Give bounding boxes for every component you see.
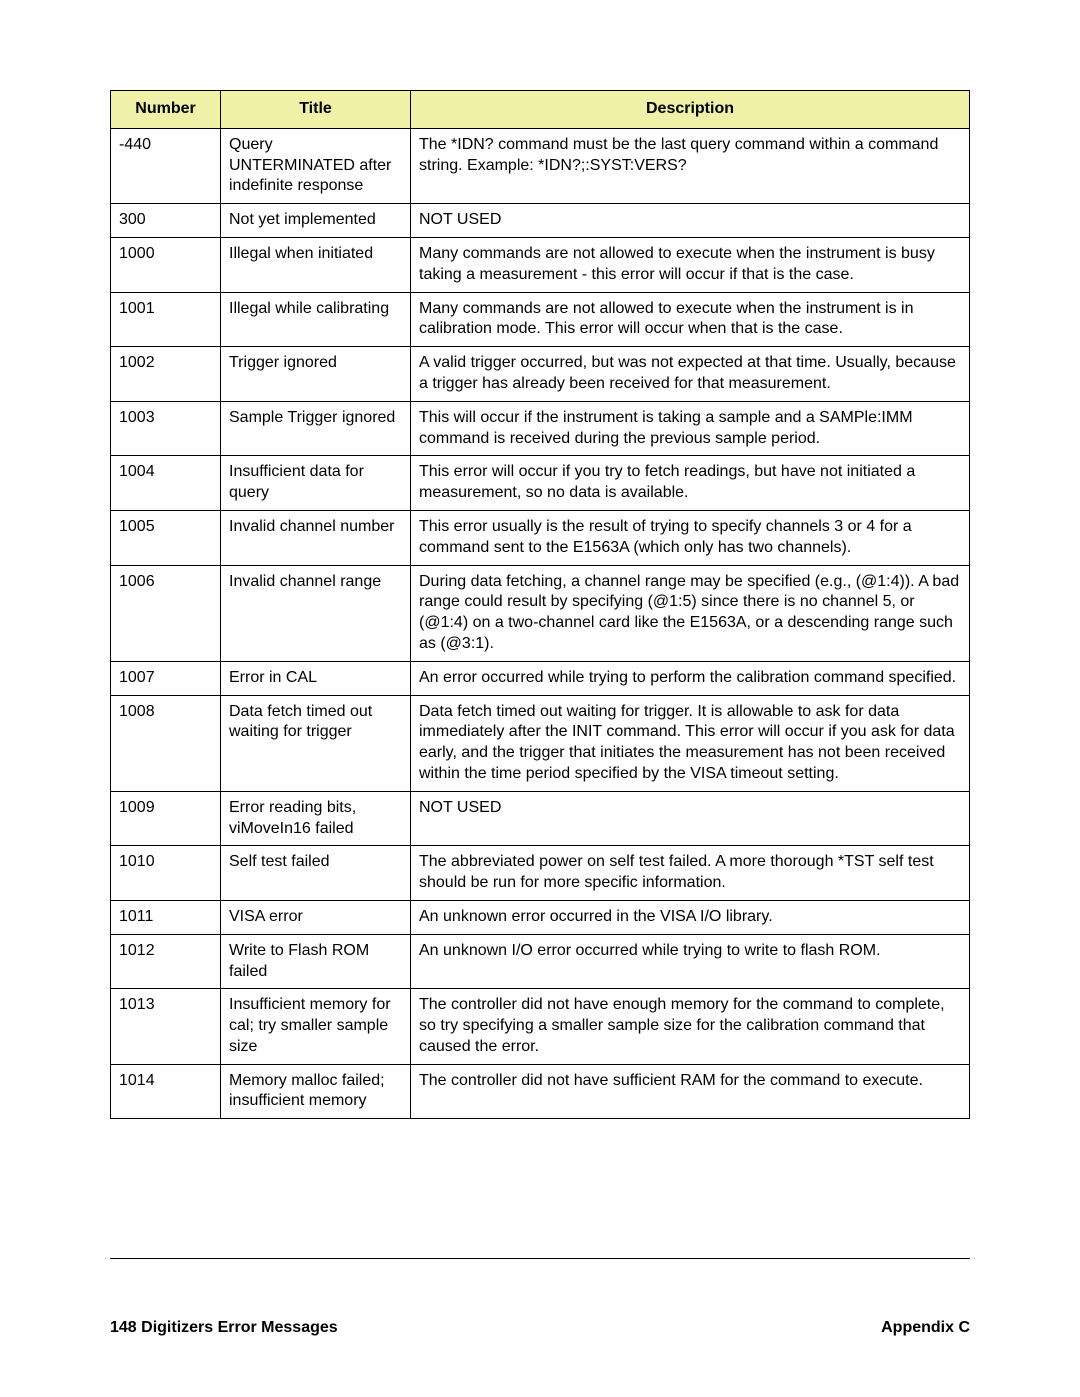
cell-title: Memory malloc failed; insufficient memor… [221,1064,411,1119]
cell-description: The controller did not have sufficient R… [411,1064,970,1119]
cell-description: The *IDN? command must be the last query… [411,128,970,203]
page-footer: 148 Digitizers Error Messages Appendix C [110,1258,970,1337]
table-row: 1000Illegal when initiatedMany commands … [111,237,970,292]
cell-title: Self test failed [221,846,411,901]
cell-number: 1000 [111,237,221,292]
cell-title: Sample Trigger ignored [221,401,411,456]
cell-title: VISA error [221,900,411,934]
cell-description: NOT USED [411,204,970,238]
cell-title: Insufficient data for query [221,456,411,511]
table-row: -440Query UNTERMINATED after indefinite … [111,128,970,203]
cell-description: Many commands are not allowed to execute… [411,292,970,347]
table-row: 1007Error in CALAn error occurred while … [111,661,970,695]
cell-title: Data fetch timed out waiting for trigger [221,695,411,791]
table-row: 1006Invalid channel rangeDuring data fet… [111,565,970,661]
col-header-description: Description [411,91,970,129]
cell-number: 300 [111,204,221,238]
cell-title: Insufficient memory for cal; try smaller… [221,989,411,1064]
col-header-title: Title [221,91,411,129]
cell-number: 1004 [111,456,221,511]
cell-description: An error occurred while trying to perfor… [411,661,970,695]
table-row: 1011VISA errorAn unknown error occurred … [111,900,970,934]
cell-number: 1011 [111,900,221,934]
cell-number: 1006 [111,565,221,661]
cell-number: 1001 [111,292,221,347]
table-row: 1003Sample Trigger ignoredThis will occu… [111,401,970,456]
table-row: 1004Insufficient data for queryThis erro… [111,456,970,511]
cell-title: Trigger ignored [221,347,411,402]
cell-description: An unknown I/O error occurred while tryi… [411,934,970,989]
table-row: 1005Invalid channel numberThis error usu… [111,510,970,565]
cell-number: 1008 [111,695,221,791]
cell-title: Write to Flash ROM failed [221,934,411,989]
cell-title: Not yet implemented [221,204,411,238]
cell-title: Invalid channel number [221,510,411,565]
table-row: 1013Insufficient memory for cal; try sma… [111,989,970,1064]
cell-number: 1005 [111,510,221,565]
cell-description: The abbreviated power on self test faile… [411,846,970,901]
cell-number: 1014 [111,1064,221,1119]
cell-description: NOT USED [411,791,970,846]
cell-number: 1010 [111,846,221,901]
cell-number: 1013 [111,989,221,1064]
footer-left: 148 Digitizers Error Messages [110,1319,338,1337]
table-row: 1010Self test failedThe abbreviated powe… [111,846,970,901]
cell-number: -440 [111,128,221,203]
cell-description: Data fetch timed out waiting for trigger… [411,695,970,791]
cell-description: This will occur if the instrument is tak… [411,401,970,456]
cell-description: An unknown error occurred in the VISA I/… [411,900,970,934]
cell-title: Error reading bits, viMoveIn16 failed [221,791,411,846]
cell-title: Illegal when initiated [221,237,411,292]
cell-description: The controller did not have enough memor… [411,989,970,1064]
footer-right: Appendix C [881,1319,970,1337]
cell-title: Invalid channel range [221,565,411,661]
table-header-row: Number Title Description [111,91,970,129]
cell-title: Error in CAL [221,661,411,695]
cell-title: Query UNTERMINATED after indefinite resp… [221,128,411,203]
cell-description: Many commands are not allowed to execute… [411,237,970,292]
table-row: 1014Memory malloc failed; insufficient m… [111,1064,970,1119]
error-table: Number Title Description -440Query UNTER… [110,90,970,1119]
cell-number: 1003 [111,401,221,456]
cell-number: 1002 [111,347,221,402]
col-header-number: Number [111,91,221,129]
page: Number Title Description -440Query UNTER… [0,0,1080,1397]
cell-description: This error usually is the result of tryi… [411,510,970,565]
table-row: 1009Error reading bits, viMoveIn16 faile… [111,791,970,846]
cell-description: This error will occur if you try to fetc… [411,456,970,511]
cell-description: A valid trigger occurred, but was not ex… [411,347,970,402]
table-row: 1012Write to Flash ROM failedAn unknown … [111,934,970,989]
cell-number: 1007 [111,661,221,695]
table-row: 1008Data fetch timed out waiting for tri… [111,695,970,791]
cell-title: Illegal while calibrating [221,292,411,347]
table-row: 300Not yet implementedNOT USED [111,204,970,238]
table-row: 1001Illegal while calibratingMany comman… [111,292,970,347]
cell-number: 1009 [111,791,221,846]
cell-description: During data fetching, a channel range ma… [411,565,970,661]
cell-number: 1012 [111,934,221,989]
table-row: 1002Trigger ignoredA valid trigger occur… [111,347,970,402]
